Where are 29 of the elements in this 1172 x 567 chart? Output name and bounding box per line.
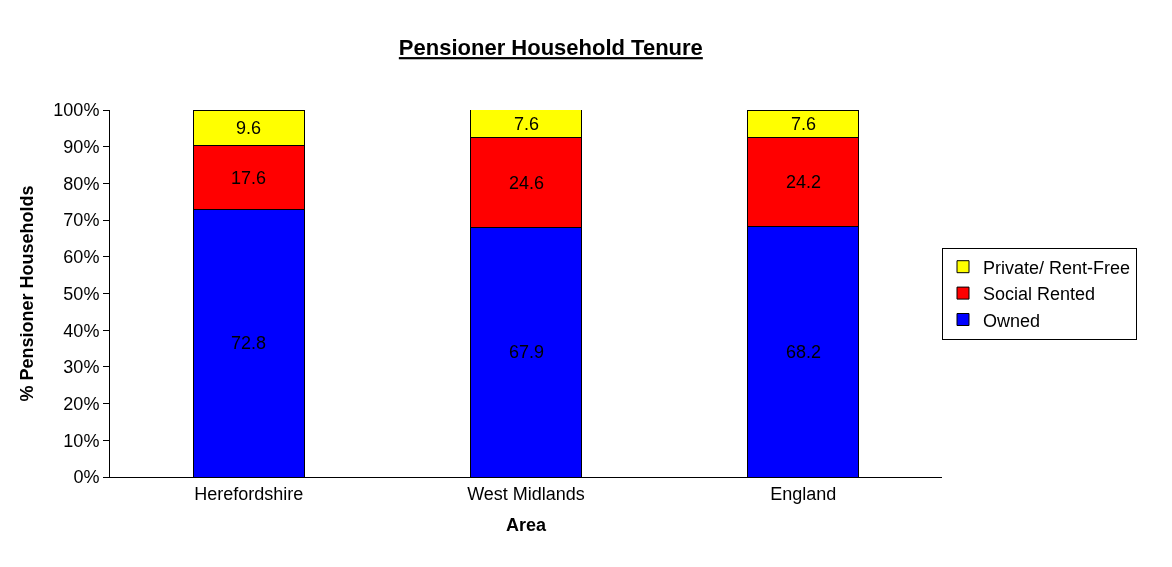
legend-label: Social Rented [983,284,1096,305]
y-tick-label: 20% [63,393,100,414]
x-tick-label: West Midlands [467,483,585,504]
y-tick-label: 10% [63,430,100,451]
x-tick-label: Herefordshire [194,483,304,504]
x-tick-label: England [770,483,837,504]
y-tick-label: 40% [63,320,100,341]
data-label: 24.2 [786,172,822,192]
y-tick-label: 90% [63,137,100,157]
data-label: 24.6 [509,173,545,193]
data-label: 9.6 [236,118,262,138]
y-tick-label: 50% [63,283,100,304]
data-label: 72.8 [231,333,267,353]
y-tick-label: 60% [63,247,100,268]
legend-label: Owned [983,310,1041,331]
y-axis-title: % Pensioner Households [16,185,37,402]
data-label: 68.2 [786,342,822,362]
y-tick-label: 70% [63,210,100,231]
x-axis-title: Area [505,514,547,535]
data-label: 7.6 [791,114,817,134]
data-label: 7.6 [514,114,540,134]
data-label: 67.9 [509,342,545,362]
y-tick-label: 30% [63,357,100,378]
data-label: 17.6 [231,168,267,188]
y-tick-label: 0% [73,467,100,488]
legend-label: Private/ Rent-Free [983,257,1131,278]
y-tick-label: 80% [63,173,100,194]
chart-title: Pensioner Household Tenure [398,35,703,61]
y-tick-label: 100% [53,100,100,121]
